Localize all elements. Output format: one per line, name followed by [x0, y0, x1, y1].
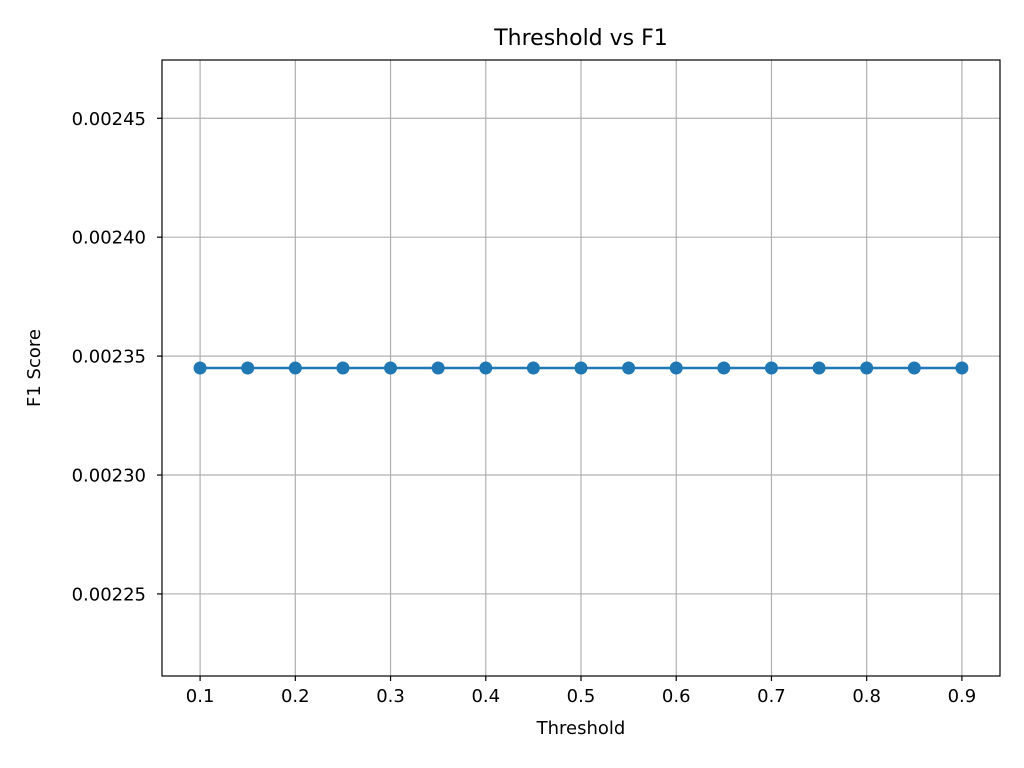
data-point	[860, 361, 874, 375]
x-tick-label: 0.9	[948, 686, 977, 707]
data-point	[764, 361, 778, 375]
y-tick-label: 0.00240	[72, 228, 146, 249]
y-tick-label: 0.00230	[72, 466, 146, 487]
data-point	[622, 361, 636, 375]
axis-ticks: 0.1 0.2 0.3 0.4 0.5 0.6 0.7 0.8 0.9 0.00225 0.0023…	[72, 109, 977, 707]
data-point	[288, 361, 302, 375]
x-tick-label: 0.7	[757, 686, 786, 707]
x-tick-label: 0.6	[662, 686, 691, 707]
chart-title: Threshold vs F1	[493, 26, 668, 51]
x-tick-label: 0.5	[567, 686, 596, 707]
data-point	[479, 361, 493, 375]
data-point	[812, 361, 826, 375]
data-point	[907, 361, 921, 375]
data-point	[384, 361, 398, 375]
x-axis-title: Threshold	[536, 718, 626, 739]
x-tick-label: 0.3	[376, 686, 405, 707]
y-tick-label: 0.00225	[72, 584, 146, 605]
data-point	[431, 361, 445, 375]
x-tick-label: 0.8	[852, 686, 881, 707]
x-tick-label: 0.4	[471, 686, 500, 707]
y-tick-label: 0.00235	[72, 347, 146, 368]
data-point	[669, 361, 683, 375]
data-point	[574, 361, 588, 375]
data-point	[717, 361, 731, 375]
data-point	[526, 361, 540, 375]
series-layer	[193, 361, 969, 375]
x-tick-label: 0.2	[281, 686, 310, 707]
data-point	[336, 361, 350, 375]
y-tick-label: 0.00245	[72, 109, 146, 130]
data-point	[241, 361, 255, 375]
data-point	[955, 361, 969, 375]
x-tick-label: 0.1	[186, 686, 215, 707]
data-point	[193, 361, 207, 375]
y-axis-title: F1 Score	[24, 329, 45, 407]
